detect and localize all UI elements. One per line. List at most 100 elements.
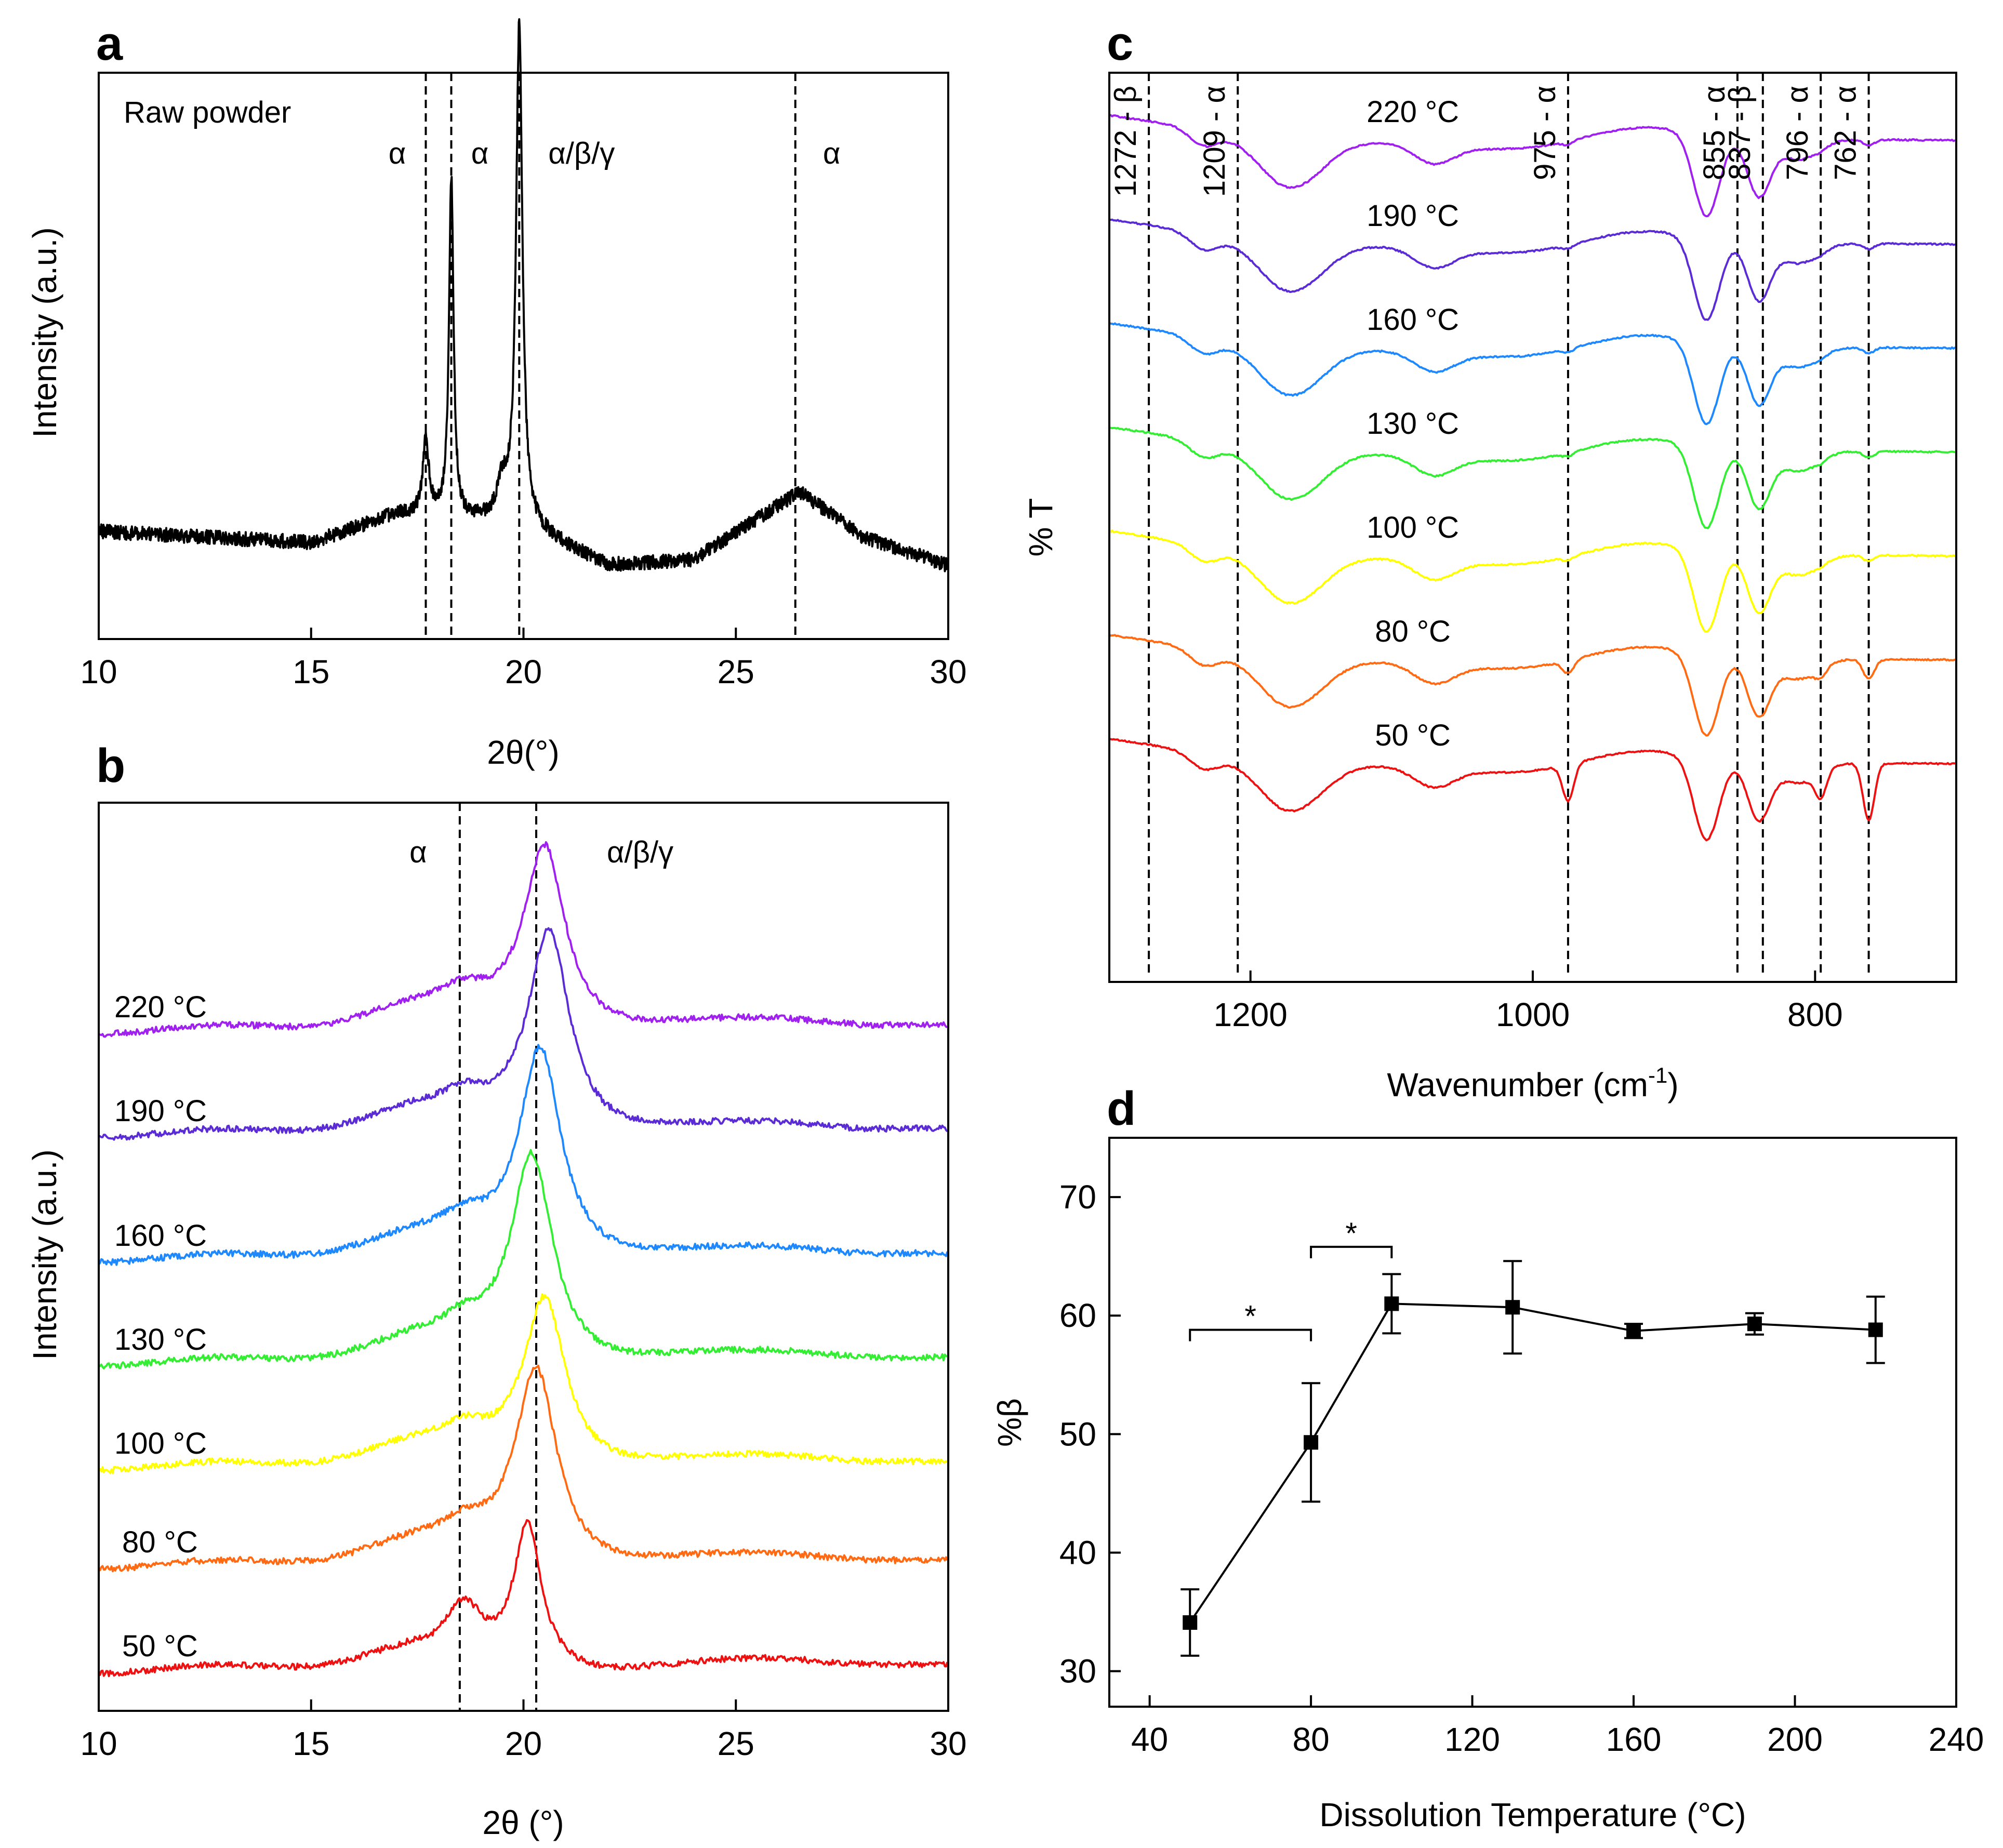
panel-a-sample-label: Raw powder <box>124 96 291 129</box>
panel-d-series-line <box>1189 1302 1876 1624</box>
panel-c-x-axis-title-sup: -1 <box>1648 1063 1667 1087</box>
panel-c-x-tick-label: 1200 <box>1213 996 1287 1033</box>
panel-b-temperature-labels: 220 °C 190 °C 160 °C 130 °C 100 °C 80 °C 50 °C <box>114 990 207 1663</box>
panel-d-x-tick-label: 40 <box>1131 1721 1168 1758</box>
panel-b-peak-label: α/β/γ <box>607 835 673 869</box>
panel-d-data-point <box>1626 1323 1641 1338</box>
panel-c-x-ticks: 1200 1000 800 <box>1213 970 1843 1033</box>
panel-c-x-axis-title: Wavenumber (cm-1) <box>1387 1063 1678 1104</box>
panel-a-peak-labels: α α α/β/γ α <box>389 137 841 170</box>
panel-a-x-tick-label: 20 <box>505 653 542 690</box>
panel-d-y-tick-label: 60 <box>1059 1297 1096 1334</box>
panel-c-band-label: 837 - β <box>1723 86 1757 180</box>
panel-c-temperature-label: 130 °C <box>1367 407 1459 441</box>
panel-d-data-point <box>1304 1435 1319 1450</box>
panel-b-letter: b <box>96 739 125 792</box>
panel-b-series-130c <box>98 1149 948 1370</box>
panel-d-data-point <box>1868 1322 1883 1337</box>
panel-d-y-tick-label: 40 <box>1059 1534 1096 1571</box>
panel-b-reference-lines <box>458 803 538 1711</box>
panel-a-peak-label: α <box>389 137 406 170</box>
panel-d-significance-star: * <box>1345 1217 1357 1251</box>
panel-c-temperature-label: 50 °C <box>1375 719 1451 752</box>
panel-a-series-raw-powder <box>98 18 949 573</box>
panel-d-y-tick-label: 50 <box>1059 1415 1096 1453</box>
panel-d-plot: ** <box>1180 1217 1885 1657</box>
panel-c-x-axis-title-close: ) <box>1667 1066 1678 1104</box>
panel-b-temperature-label: 80 °C <box>122 1525 198 1559</box>
panel-c-frame <box>1108 72 1957 983</box>
panel-a-x-tick-label: 15 <box>293 653 329 690</box>
panel-a-peak-label: α <box>823 137 841 170</box>
panel-d-data-point <box>1183 1615 1198 1630</box>
panel-d-y-tick-label: 70 <box>1059 1178 1096 1216</box>
panel-c-series-80c <box>1108 633 1957 737</box>
panel-d-data-point <box>1384 1296 1399 1311</box>
panel-d-x-tick-label: 120 <box>1444 1721 1500 1758</box>
panel-b-temperature-label: 100 °C <box>114 1427 207 1460</box>
panel-c-temperature-label: 160 °C <box>1367 303 1459 337</box>
panel-b-series-50c <box>98 1519 949 1678</box>
panel-b-series-100c <box>98 1293 948 1474</box>
panel-c-reference-lines <box>1148 73 1870 974</box>
panel-c-x-axis-title-main: Wavenumber (cm <box>1387 1066 1648 1104</box>
panel-d-significance-bracket <box>1310 1245 1393 1258</box>
panel-c-x-tick-label: 1000 <box>1496 996 1570 1033</box>
panel-c-band-label: 796 - α <box>1781 86 1814 180</box>
panel-b-x-ticks: 10 15 20 25 30 <box>80 1699 967 1762</box>
panel-b-series-190c <box>98 927 948 1141</box>
panel-d-x-axis-title: Dissolution Temperature (°C) <box>1319 1796 1746 1833</box>
panel-a-peak-label: α/β/γ <box>548 137 615 170</box>
panel-c-y-axis-title: % T <box>1022 498 1059 557</box>
panel-c-curves <box>1108 113 1957 842</box>
panel-b-series-80c <box>98 1364 949 1573</box>
panel-a-letter: a <box>96 17 123 70</box>
panel-b-temperature-label: 50 °C <box>122 1629 198 1663</box>
panel-c-band-label: 762 - α <box>1829 86 1863 180</box>
panel-b-x-tick-label: 15 <box>293 1725 329 1762</box>
panel-c-band-label: 1272 - β <box>1109 86 1143 197</box>
panel-b-temperature-label: 160 °C <box>114 1219 207 1253</box>
panel-b-x-tick-label: 20 <box>505 1725 542 1762</box>
panel-c-series-130c <box>1109 426 1957 529</box>
panel-a-y-axis-title: Intensity (a.u.) <box>26 227 63 438</box>
panel-c-x-tick-label: 800 <box>1787 996 1843 1033</box>
panel-c-temperature-label: 190 °C <box>1367 199 1459 233</box>
panel-b-peak-labels: α α/β/γ <box>409 835 673 869</box>
panel-b-temperature-label: 130 °C <box>114 1323 207 1357</box>
panel-d-x-tick-label: 240 <box>1929 1721 1984 1758</box>
panel-b-x-tick-label: 10 <box>80 1725 117 1762</box>
panel-d-data-point <box>1747 1317 1762 1332</box>
panel-d-x-tick-label: 200 <box>1767 1721 1823 1758</box>
panel-c-series-50c <box>1109 738 1957 842</box>
panel-d-significance-bracket <box>1189 1328 1312 1341</box>
panel-a-x-ticks: 10 15 20 25 30 <box>80 628 967 690</box>
panel-c-series-100c <box>1109 529 1957 633</box>
panel-c-temperature-label: 220 °C <box>1367 95 1459 129</box>
panel-c-letter: c <box>1107 17 1133 70</box>
panel-c: c 1200 1000 800 1272 - β 1209 - α 975 - α 855… <box>1022 17 1957 1104</box>
panel-a-frame <box>98 72 949 640</box>
panel-d-significance-star: * <box>1244 1300 1256 1334</box>
panel-c-temperature-label: 80 °C <box>1375 615 1451 648</box>
panel-b-curves <box>98 841 949 1678</box>
panel-b-x-tick-label: 25 <box>718 1725 754 1762</box>
panel-d-y-tick-label: 30 <box>1059 1653 1096 1690</box>
panel-d-ticks: 40 80 120 160 200 240 30 40 50 60 70 <box>1059 1178 1984 1758</box>
panel-a-x-tick-label: 25 <box>718 653 754 690</box>
panel-b-frame <box>98 802 949 1712</box>
panel-c-temperature-labels: 220 °C 190 °C 160 °C 130 °C 100 °C 80 °C 50 °C <box>1367 95 1459 752</box>
panel-a-x-axis-title: 2θ(°) <box>487 734 559 771</box>
panel-b-temperature-label: 190 °C <box>114 1094 207 1128</box>
panel-c-temperature-label: 100 °C <box>1367 511 1459 544</box>
panel-b-peak-label: α <box>409 835 427 869</box>
panel-c-band-label: 975 - α <box>1528 86 1562 180</box>
panel-c-series-190c <box>1109 218 1957 321</box>
panel-d-letter: d <box>1107 1082 1136 1135</box>
panel-b-x-tick-label: 30 <box>930 1725 966 1762</box>
panel-b-y-axis-title: Intensity (a.u.) <box>26 1149 63 1360</box>
panel-a: a 10 15 20 25 30 Raw powder α α α/β/γ α Intensi… <box>26 17 967 771</box>
